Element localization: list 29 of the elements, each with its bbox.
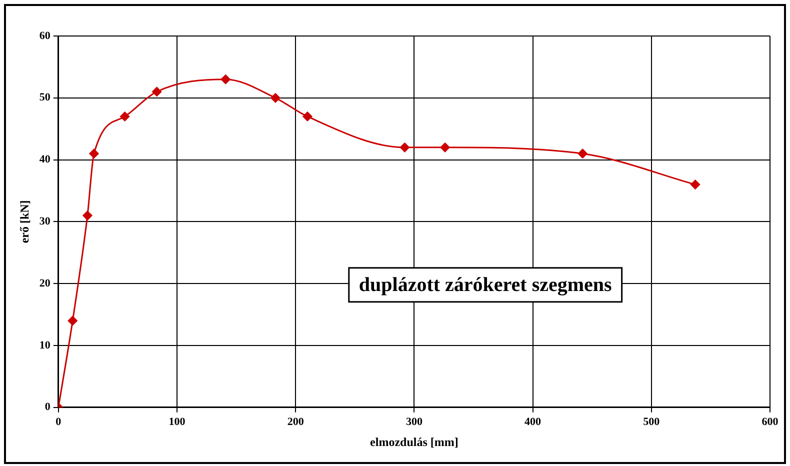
point — [270, 93, 280, 103]
x-tick-label: 0 — [56, 416, 62, 428]
point — [120, 112, 130, 122]
point — [578, 148, 588, 158]
x-tick-label: 200 — [287, 416, 304, 428]
point — [440, 142, 450, 152]
y-tick-label: 60 — [39, 30, 51, 42]
y-axis-title: erő [kN] — [17, 200, 32, 244]
x-tick-label: 300 — [406, 416, 423, 428]
y-tick-label: 40 — [39, 154, 51, 166]
point — [302, 112, 312, 122]
point — [400, 142, 410, 152]
y-tick-label: 20 — [39, 277, 51, 290]
y-tick-label: 0 — [44, 401, 51, 414]
x-tick-label: 100 — [168, 416, 186, 428]
x-tick-label: 600 — [762, 416, 779, 428]
y-tick-label: 50 — [39, 92, 51, 104]
x-tick-label: 400 — [524, 416, 542, 428]
point — [152, 86, 162, 96]
point — [89, 148, 99, 158]
point — [68, 316, 78, 326]
annotation: duplázott zárókeret szegmens — [358, 274, 612, 296]
point — [220, 74, 230, 84]
point — [82, 210, 92, 220]
x-axis-title: elmozdulás [mm] — [370, 434, 458, 449]
x-tick-label: 500 — [643, 416, 660, 428]
y-tick-label: 30 — [39, 216, 51, 228]
y-tick-label: 10 — [39, 339, 51, 352]
point — [690, 180, 700, 190]
